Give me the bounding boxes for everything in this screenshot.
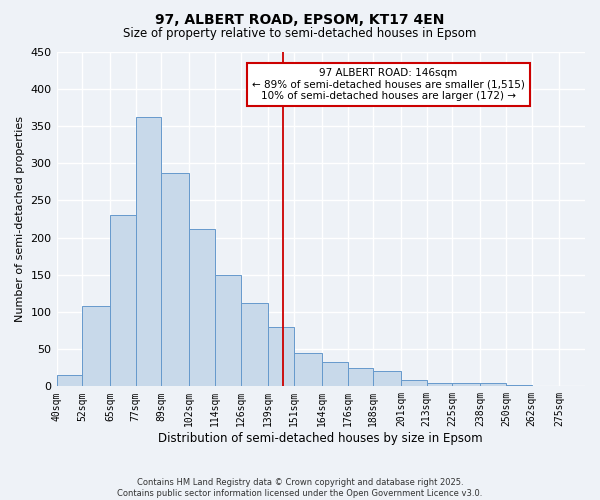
Bar: [268, 327, 294, 386]
Bar: [347, 368, 373, 386]
Bar: [452, 382, 480, 386]
Bar: [110, 215, 136, 386]
Bar: [136, 117, 161, 386]
Bar: [480, 382, 506, 386]
Bar: [189, 228, 215, 386]
Bar: [82, 306, 110, 386]
Bar: [322, 362, 347, 386]
Text: 97, ALBERT ROAD, EPSOM, KT17 4EN: 97, ALBERT ROAD, EPSOM, KT17 4EN: [155, 12, 445, 26]
Bar: [56, 375, 82, 386]
Text: Size of property relative to semi-detached houses in Epsom: Size of property relative to semi-detach…: [124, 28, 476, 40]
Bar: [294, 353, 322, 386]
Text: 97 ALBERT ROAD: 146sqm
← 89% of semi-detached houses are smaller (1,515)
10% of : 97 ALBERT ROAD: 146sqm ← 89% of semi-det…: [252, 68, 524, 101]
Bar: [161, 173, 189, 386]
Y-axis label: Number of semi-detached properties: Number of semi-detached properties: [15, 116, 25, 322]
Text: Contains HM Land Registry data © Crown copyright and database right 2025.
Contai: Contains HM Land Registry data © Crown c…: [118, 478, 482, 498]
Bar: [373, 372, 401, 386]
Bar: [427, 384, 452, 386]
Bar: [241, 303, 268, 386]
Bar: [401, 380, 427, 386]
X-axis label: Distribution of semi-detached houses by size in Epsom: Distribution of semi-detached houses by …: [158, 432, 483, 445]
Bar: [215, 274, 241, 386]
Bar: [506, 385, 532, 386]
